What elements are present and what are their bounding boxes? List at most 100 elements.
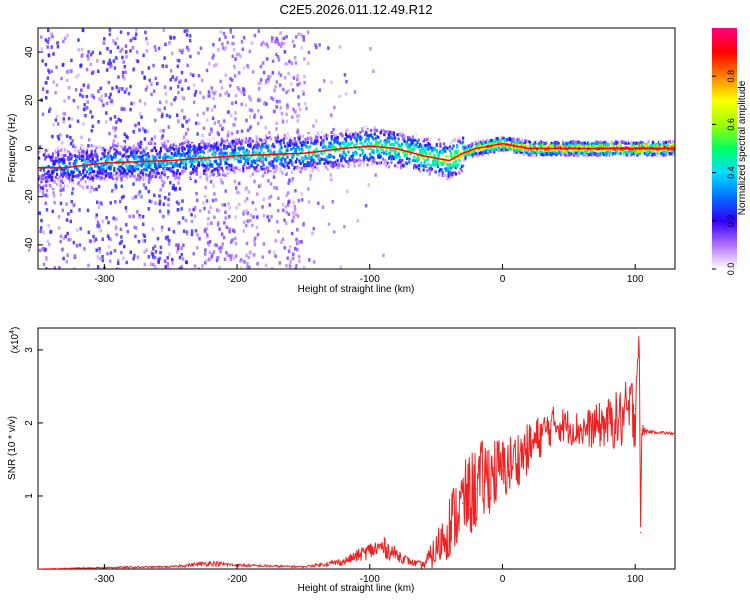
spectrogram-cell	[344, 140, 348, 144]
spectrogram-cell	[334, 160, 337, 164]
spectrogram-cell	[255, 140, 258, 144]
spectrogram-cell	[493, 140, 496, 144]
spectrogram-cell	[514, 143, 517, 147]
spectrogram-cell	[120, 184, 124, 189]
spectrogram-cell	[456, 165, 459, 169]
spectrogram-cell	[354, 150, 357, 154]
spectrogram-cell	[660, 140, 663, 144]
spectrogram-cell	[95, 164, 98, 168]
spectrogram-cell	[532, 142, 535, 146]
spectrogram-cell	[168, 41, 171, 45]
spectrogram-cell	[185, 28, 189, 33]
spectrogram-cell	[355, 139, 358, 143]
spectrogram-cell	[100, 165, 103, 169]
spectrogram-cell	[332, 127, 335, 132]
spectrogram-cell	[226, 253, 230, 257]
spectrogram-y-tick-label: 20	[24, 94, 35, 106]
spectrogram-cell	[611, 148, 614, 152]
spectrogram-cell	[95, 155, 98, 159]
spectrogram-cell	[215, 243, 218, 248]
spectrogram-cell	[623, 140, 626, 144]
spectrogram-cell	[119, 169, 122, 173]
spectrogram-cell	[164, 195, 167, 200]
spectrogram-cell	[324, 158, 327, 162]
spectrogram-cell	[329, 173, 333, 177]
spectrogram-cell	[251, 172, 254, 176]
spectrogram-cell	[372, 149, 375, 153]
spectrogram-y-tick-label: -20	[24, 189, 35, 204]
spectrogram-cell	[562, 149, 565, 153]
spectrogram-cell	[518, 137, 521, 141]
spectrogram-cell	[605, 142, 608, 146]
spectrogram-cell	[248, 114, 252, 119]
spectrogram-cell	[304, 138, 307, 142]
spectrogram-cell	[218, 164, 221, 168]
spectrogram-cell	[450, 154, 453, 158]
spectrogram-cell	[416, 140, 419, 144]
spectrogram-cell	[668, 145, 671, 149]
spectrogram-cell	[563, 152, 566, 156]
spectrogram-cell	[608, 148, 612, 152]
spectrogram-cell	[85, 154, 88, 158]
spectrogram-cell	[147, 174, 151, 178]
spectrogram-cell	[629, 139, 632, 143]
spectrogram-cell	[273, 145, 276, 149]
spectrogram-cell	[73, 154, 77, 158]
spectrogram-cell	[66, 184, 69, 188]
spectrogram-cell	[239, 141, 243, 145]
spectrogram-cell	[207, 149, 210, 154]
spectrogram-cell	[178, 172, 182, 176]
spectrogram-cell	[133, 36, 137, 41]
spectrogram-cell	[330, 80, 333, 85]
spectrogram-cell	[206, 142, 209, 146]
spectrogram-cell	[538, 151, 541, 155]
spectrogram-cell	[88, 172, 91, 176]
spectrogram-cell	[297, 145, 300, 149]
spectrogram-cell	[225, 225, 229, 230]
spectrogram-cell	[98, 257, 102, 261]
spectrogram-cell	[370, 128, 373, 132]
spectrogram-cell	[256, 261, 259, 266]
spectrogram-cell	[101, 172, 104, 176]
spectrogram-cell	[196, 151, 200, 155]
spectrogram-cell	[223, 147, 226, 151]
spectrogram-cell	[582, 149, 585, 153]
spectrogram-cell	[206, 241, 210, 245]
spectrogram-cell	[472, 146, 475, 150]
spectrogram-cell	[318, 161, 321, 165]
spectrogram-cell	[234, 215, 237, 219]
spectrogram-cell	[215, 63, 218, 67]
spectrogram-cell	[209, 147, 213, 151]
spectrogram-cell	[96, 180, 99, 184]
spectrogram-cell	[120, 235, 123, 239]
spectrogram-cell	[230, 168, 233, 172]
spectrogram-cell	[100, 163, 103, 167]
spectrogram-cell	[647, 150, 650, 154]
spectrogram-cell	[134, 195, 137, 199]
spectrogram-cell	[463, 148, 466, 152]
spectrogram-cell	[237, 71, 241, 75]
spectrogram-cell	[77, 38, 80, 42]
spectrogram-cell	[522, 142, 526, 146]
spectrogram-cell	[107, 62, 110, 66]
spectrogram-cell	[207, 216, 210, 221]
spectrogram-cell	[315, 45, 318, 50]
spectrogram-cell	[164, 147, 167, 151]
spectrogram-cell	[643, 150, 646, 154]
spectrogram-cell	[304, 102, 307, 106]
spectrogram-cell	[71, 139, 74, 143]
spectrogram-cell	[147, 207, 150, 211]
spectrogram-cell	[291, 88, 295, 92]
spectrogram-cell	[378, 140, 381, 144]
spectrogram-cell	[109, 165, 112, 169]
spectrogram-cell	[131, 154, 134, 158]
spectrogram-cell	[244, 140, 247, 144]
spectrogram-cell	[208, 94, 211, 98]
spectrogram-cell	[60, 148, 63, 152]
spectrogram-cell	[410, 133, 413, 137]
spectrogram-cell	[63, 148, 66, 152]
spectrogram-cell	[226, 110, 230, 115]
spectrogram-cell	[462, 164, 465, 168]
spectrogram-cell	[119, 152, 122, 156]
spectrogram-cell	[322, 145, 325, 149]
